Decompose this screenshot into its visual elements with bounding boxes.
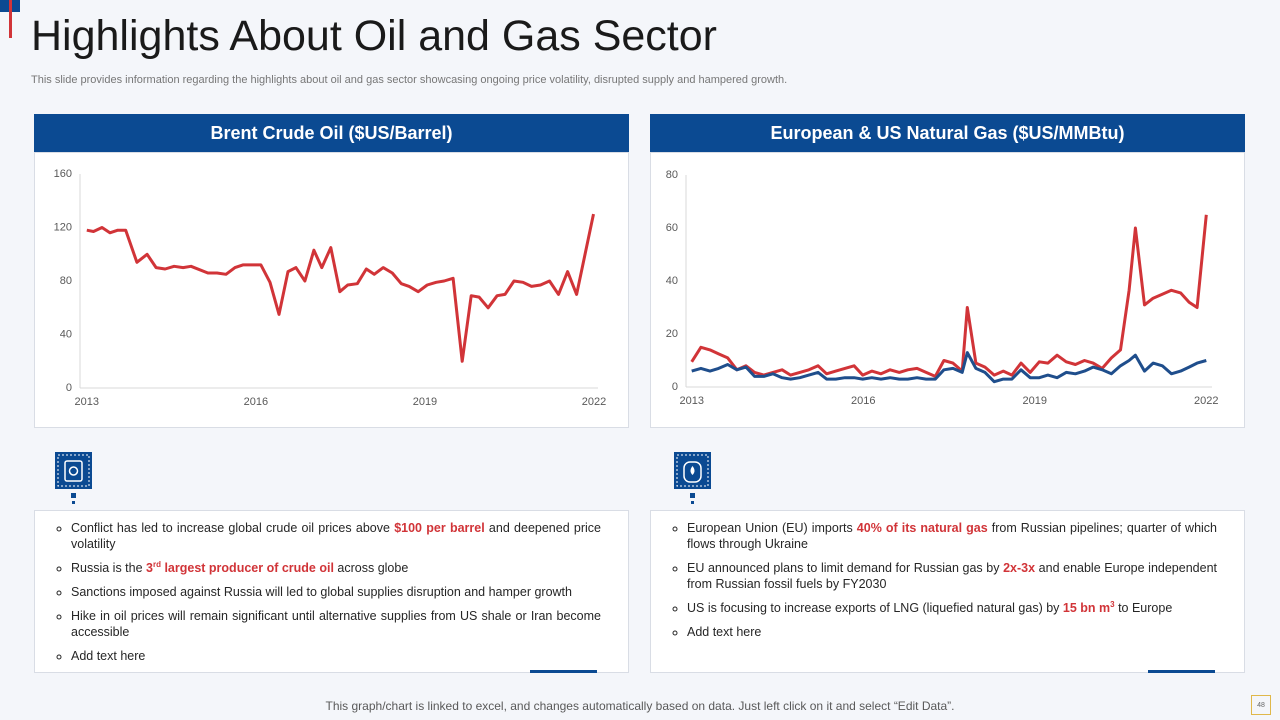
y-tick-label: 120 (54, 221, 72, 233)
bullet-box: Conflict has led to increase global crud… (34, 510, 629, 673)
data-line (690, 214, 1208, 378)
y-tick-label: 160 (54, 168, 72, 180)
bullet-text: Russia is the (71, 561, 147, 575)
bullet-list: Conflict has led to increase global crud… (35, 520, 601, 672)
bullet-text: Add text here (687, 625, 762, 639)
slide-subtitle: This slide provides information regardin… (31, 74, 788, 86)
bullet-text: US is focusing to increase exports of LN… (687, 601, 1063, 615)
bullet-text: Add text here (71, 649, 146, 663)
bullet: US is focusing to increase exports of LN… (687, 600, 1217, 616)
bullet-text: Conflict has led to increase global crud… (71, 521, 395, 535)
bullet: EU announced plans to limit demand for R… (687, 560, 1217, 592)
bullet: Russia is the 3rd largest producer of cr… (71, 560, 601, 576)
x-tick-label: 2019 (1023, 395, 1047, 407)
x-tick-label: 2016 (851, 395, 875, 407)
x-tick-label: 2013 (75, 396, 99, 408)
corner-line (9, 0, 12, 38)
bullet-text: largest producer of crude oil (160, 561, 334, 575)
bullet-text: Hike in oil prices will remain significa… (71, 609, 601, 639)
x-tick-label: 2019 (413, 396, 437, 408)
chart-header: European & US Natural Gas ($US/MMBtu) (650, 114, 1245, 152)
y-tick-label: 0 (672, 381, 678, 393)
accent-bar (1148, 670, 1215, 673)
bullet-text: 40% of its natural gas (856, 521, 988, 535)
bullet-text: rd (152, 559, 161, 569)
bullet-box: European Union (EU) imports 40% of its n… (650, 510, 1245, 673)
chart-panel (650, 152, 1245, 428)
bullet: Hike in oil prices will remain significa… (71, 608, 601, 640)
footer-note: This graph/chart is linked to excel, and… (325, 699, 955, 713)
accent-bar (530, 670, 597, 673)
y-tick-label: 80 (666, 169, 678, 181)
x-tick-label: 2022 (1194, 395, 1218, 407)
bullet-text: Sanctions imposed against Russia will le… (71, 585, 572, 599)
bullet-text: and deepened price volatility (71, 521, 601, 551)
y-tick-label: 80 (60, 275, 72, 287)
bullet: Sanctions imposed against Russia will le… (71, 584, 601, 600)
y-tick-label: 20 (666, 328, 678, 340)
y-tick-label: 60 (666, 222, 678, 234)
bullet: Add text here (687, 624, 1217, 640)
x-tick-label: 2016 (244, 396, 268, 408)
gas-icon (674, 452, 711, 504)
bullet-text: EU announced plans to limit demand for R… (687, 561, 1004, 575)
page-number: 48 (1251, 695, 1271, 715)
bullet-text: to Europe (1114, 601, 1173, 615)
y-tick-label: 40 (666, 275, 678, 287)
y-tick-label: 40 (60, 328, 72, 340)
chart-header: Brent Crude Oil ($US/Barrel) (34, 114, 629, 152)
bullet-list: European Union (EU) imports 40% of its n… (651, 520, 1217, 648)
bullet-text: $100 per barrel (394, 521, 485, 535)
bullet-text: 15 bn m (1062, 601, 1111, 615)
bullet: Conflict has led to increase global crud… (71, 520, 601, 552)
y-tick-label: 0 (66, 382, 72, 394)
chart-panel (34, 152, 629, 428)
bullet-text: European Union (EU) imports (687, 521, 857, 535)
x-tick-label: 2022 (582, 396, 606, 408)
bullet-text: 3 (1110, 599, 1115, 609)
bullet-text: across globe (333, 561, 409, 575)
data-line (86, 213, 595, 363)
bullet-text: 2x-3x (1003, 561, 1036, 575)
bullet-text: from Russian pipelines; quarter of which… (687, 521, 1218, 551)
bullet: European Union (EU) imports 40% of its n… (687, 520, 1217, 552)
data-line (691, 351, 1207, 384)
slide-title: Highlights About Oil and Gas Sector (31, 12, 717, 60)
bullet-text: and enable Europe independent from Russi… (687, 561, 1217, 591)
bullet-text: 3 (146, 561, 153, 575)
x-tick-label: 2013 (679, 395, 703, 407)
bullet: Add text here (71, 648, 601, 664)
oil-icon (55, 452, 92, 504)
